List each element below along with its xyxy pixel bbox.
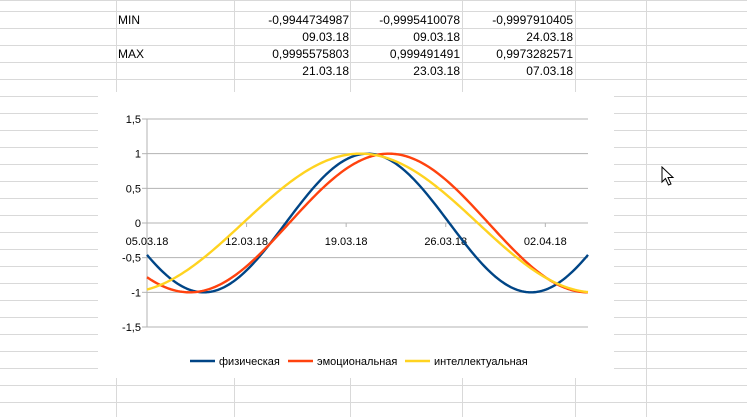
chart-canvas: 1,5 1 0,5 0 -0,5 -1 -1,5 05.03.18 12.03.18 19.03.… [122, 114, 589, 368]
y-tick-label: 0,5 [126, 183, 141, 195]
cell-min-label[interactable]: MIN [118, 13, 140, 27]
legend-label: эмоциональная [317, 356, 397, 368]
column-line [646, 0, 647, 417]
cell-min-physical[interactable]: -0,9944734987 [268, 13, 349, 27]
y-tick-label: -1,5 [122, 322, 141, 334]
biorhythm-chart[interactable]: 1,5 1 0,5 0 -0,5 -1 -1,5 05.03.18 12.03.18 19.03.… [98, 92, 614, 378]
row-line [0, 0, 747, 1]
cell-max-physical[interactable]: 0,9995575803 [272, 47, 349, 61]
y-tick-label: 1,5 [126, 114, 141, 126]
x-tick-label: 19.03.18 [325, 236, 368, 248]
cell-max-date-emotional[interactable]: 23.03.18 [413, 64, 460, 78]
x-tick-label: 12.03.18 [225, 236, 268, 248]
cell-min-date-intellectual[interactable]: 24.03.18 [526, 30, 573, 44]
series-line-2 [146, 152, 589, 294]
cell-max-label[interactable]: MAX [118, 47, 145, 61]
y-tick-label: 0 [135, 218, 141, 230]
cell-max-emotional[interactable]: 0,999491491 [389, 47, 460, 61]
cell-max-date-intellectual[interactable]: 07.03.18 [526, 64, 573, 78]
mouse-pointer-icon [661, 165, 675, 191]
cell-max-date-label[interactable] [118, 63, 228, 80]
row-line [0, 11, 747, 12]
cell-max-date-physical[interactable]: 21.03.18 [302, 64, 349, 78]
cell-max-intellectual[interactable]: 0,9973282571 [496, 47, 573, 61]
x-tick-label: 05.03.18 [126, 236, 169, 248]
legend-label: интеллектуальная [434, 356, 528, 368]
y-tick-label: 1 [135, 149, 141, 161]
cell-min-emotional[interactable]: -0,9995410078 [379, 13, 460, 27]
cell-min-date-label[interactable] [118, 29, 228, 46]
row-line [0, 385, 747, 386]
row-line [0, 402, 747, 403]
cell-min-date-emotional[interactable]: 09.03.18 [413, 30, 460, 44]
row-line [0, 79, 747, 80]
series-line-1 [146, 152, 589, 294]
x-tick-label: 02.04.18 [524, 236, 567, 248]
cell-min-date-physical[interactable]: 09.03.18 [302, 30, 349, 44]
y-tick-label: -1 [131, 287, 141, 299]
x-tick-label: 26.03.18 [424, 236, 467, 248]
row-line [0, 28, 747, 29]
legend-label: физическая [219, 356, 280, 368]
cell-min-intellectual[interactable]: -0,9997910405 [492, 13, 573, 27]
row-line [0, 62, 747, 63]
y-tick-label: -0,5 [122, 253, 141, 265]
row-line [0, 45, 747, 46]
